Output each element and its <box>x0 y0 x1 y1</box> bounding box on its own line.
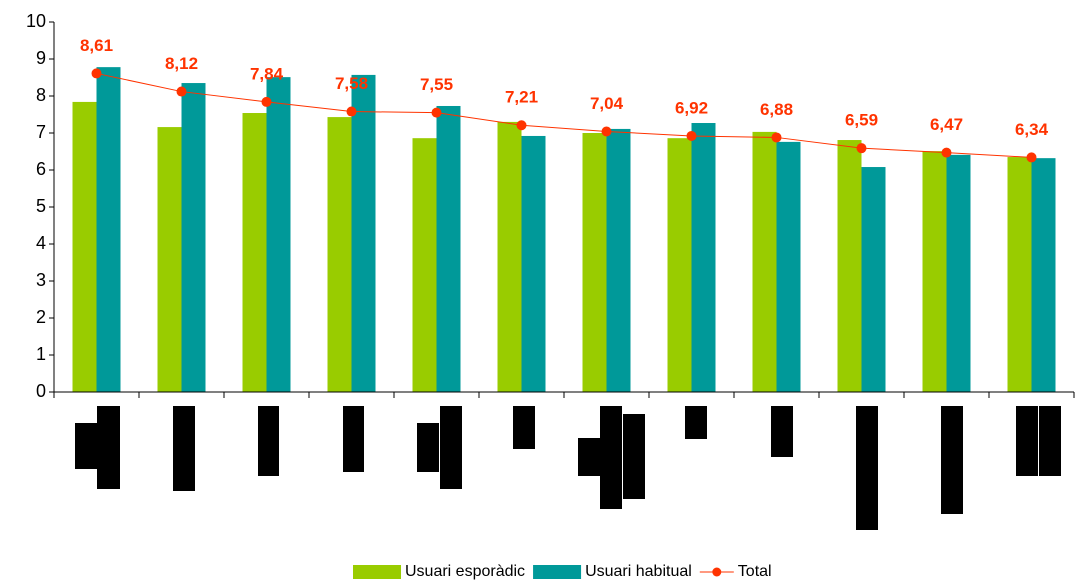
data-label: 6,92 <box>675 98 708 117</box>
data-label: 6,88 <box>760 100 793 119</box>
point <box>601 126 612 137</box>
point <box>686 130 697 141</box>
data-label: 6,59 <box>845 111 878 130</box>
bar <box>327 117 352 392</box>
line <box>96 72 1032 158</box>
point <box>856 143 867 154</box>
y-tick-label: 8 <box>36 85 46 105</box>
bar <box>861 167 886 392</box>
data-label: 7,58 <box>335 74 368 93</box>
bar <box>72 101 97 393</box>
bar <box>837 140 862 392</box>
legend-swatch <box>712 567 722 577</box>
legend-label: Usuari esporàdic <box>405 563 525 580</box>
data-label: 7,21 <box>505 88 538 107</box>
bar <box>1031 158 1056 392</box>
point <box>516 120 527 131</box>
point <box>771 132 782 143</box>
bar <box>497 121 522 393</box>
point <box>176 86 187 97</box>
y-tick-label: 9 <box>36 48 46 68</box>
data-label: 7,55 <box>420 75 453 94</box>
bar <box>521 135 546 392</box>
bar <box>96 67 121 392</box>
y-tick-label: 2 <box>36 307 46 327</box>
bar <box>776 141 801 392</box>
y-tick-label: 4 <box>36 233 46 253</box>
point <box>431 107 442 118</box>
y-tick-label: 1 <box>36 344 46 364</box>
legend-swatch <box>353 565 401 579</box>
y-tick-label: 6 <box>36 159 46 179</box>
data-label: 8,61 <box>80 36 113 55</box>
y-tick-label: 0 <box>36 381 46 401</box>
legend-label: Usuari habitual <box>585 563 692 580</box>
point <box>941 147 952 158</box>
bar <box>157 127 182 392</box>
y-tick-label: 5 <box>36 196 46 216</box>
data-label: 6,47 <box>930 115 963 134</box>
point <box>261 96 272 107</box>
y-tick-label: 7 <box>36 122 46 142</box>
bar <box>582 133 607 392</box>
bar <box>946 154 971 392</box>
legend-label: Total <box>738 563 772 580</box>
data-label: 8,12 <box>165 54 198 73</box>
bar <box>242 113 267 393</box>
point <box>346 106 357 117</box>
bar <box>412 138 437 392</box>
bar <box>351 74 376 392</box>
data-label: 7,84 <box>250 64 284 83</box>
bar <box>606 128 631 392</box>
redacted-labels <box>75 406 1061 530</box>
bar <box>1007 157 1032 392</box>
bar <box>667 138 692 392</box>
y-tick-label: 10 <box>26 11 46 31</box>
data-label: 7,04 <box>590 94 624 113</box>
bar <box>922 151 947 392</box>
data-label: 6,34 <box>1015 120 1049 139</box>
bar <box>752 131 777 392</box>
point <box>91 68 102 79</box>
legend-swatch <box>533 565 582 579</box>
bar <box>691 123 716 392</box>
bar <box>436 105 461 393</box>
point <box>1026 152 1037 163</box>
bar <box>181 83 206 393</box>
bar <box>266 77 291 392</box>
y-tick-label: 3 <box>36 270 46 290</box>
